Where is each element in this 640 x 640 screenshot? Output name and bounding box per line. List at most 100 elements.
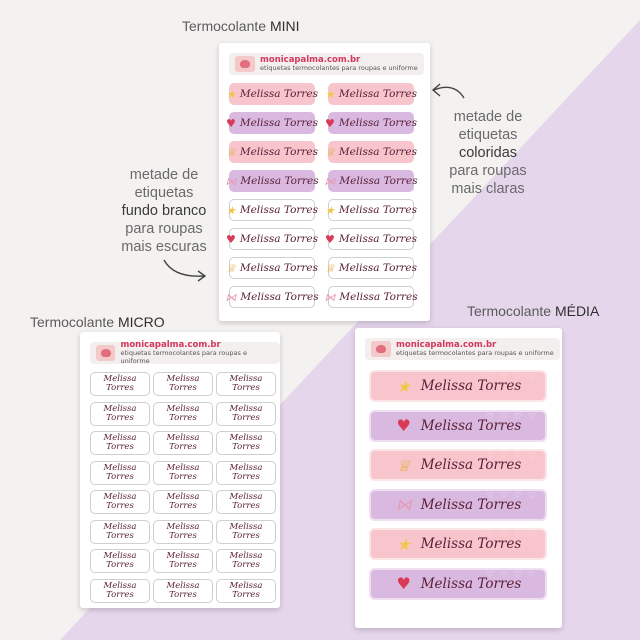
- arrow-right-icon: [163, 259, 207, 282]
- crown-icon: ♕: [225, 261, 236, 275]
- label-first-name: Melissa: [229, 374, 263, 384]
- crown-icon: ♕: [324, 261, 335, 275]
- sheet-micro: monicapalma.com.br etiquetas termocolant…: [80, 332, 280, 608]
- brand-logo: [235, 56, 255, 72]
- name-label: Melissa Torres: [216, 578, 276, 603]
- star-icon: ★: [396, 534, 411, 554]
- label-name-text: Melissa Torres: [338, 146, 418, 158]
- caption-mini: Termocolante MINI: [182, 18, 300, 34]
- brand-name: monicapalma.com.br: [260, 55, 361, 65]
- label-name-text: Melissa Torres: [339, 175, 418, 187]
- name-label: Melissa Torres: [90, 490, 150, 514]
- name-label: ★ Melissa Torres: [226, 199, 319, 221]
- label-first-name: Melissa: [229, 433, 263, 443]
- label-name-text: Melissa Torres: [338, 262, 418, 274]
- name-label: Melissa Torres: [216, 431, 276, 455]
- label-first-name: Melissa: [166, 551, 200, 561]
- name-label: Melissa Torres: [216, 372, 276, 396]
- label-last-name: Torres: [169, 501, 197, 511]
- name-label: Melissa Torres: [153, 549, 213, 573]
- brand-header: monicapalma.com.br etiquetas termocolant…: [90, 340, 280, 365]
- name-label: ⋈ Melissa Torres: [369, 488, 547, 521]
- name-label: Melissa Torres: [216, 549, 276, 573]
- label-name-text: Melissa Torres: [420, 496, 522, 513]
- label-name-text: Melissa Torres: [420, 378, 522, 394]
- label-name-text: Melissa Torres: [239, 117, 319, 129]
- name-label: Melissa Torres: [216, 519, 276, 544]
- name-label: Melissa Torres: [90, 431, 150, 455]
- name-label: Melissa Torres: [90, 372, 150, 396]
- label-last-name: Torres: [232, 412, 260, 423]
- name-label: ⋈ Melissa Torres: [324, 170, 418, 192]
- name-label: Melissa Torres: [90, 519, 150, 544]
- label-first-name: Melissa: [103, 580, 137, 591]
- name-label: Melissa Torres: [153, 372, 213, 396]
- label-first-name: Melissa: [166, 521, 200, 532]
- label-first-name: Melissa: [166, 580, 200, 591]
- name-label: ♕ Melissa Torres: [225, 141, 319, 163]
- label-name-text: Melissa Torres: [240, 175, 319, 187]
- label-first-name: Melissa: [229, 551, 263, 561]
- heart-icon: ♥: [324, 116, 335, 130]
- label-name-text: Melissa Torres: [339, 291, 418, 303]
- label-first-name: Melissa: [166, 433, 200, 443]
- name-label: ⋈ Melissa Torres: [225, 286, 319, 308]
- label-name-text: Melissa Torres: [420, 575, 522, 592]
- name-label: ♕ Melissa Torres: [324, 141, 418, 163]
- name-label: ♥ Melissa Torres: [226, 228, 318, 250]
- label-first-name: Melissa: [229, 403, 263, 414]
- name-label: Melissa Torres: [90, 460, 150, 485]
- name-label: ★ Melissa Torres: [369, 528, 547, 560]
- name-label: Melissa Torres: [90, 549, 150, 573]
- brand-tagline: etiquetas termocolantes para roupas e un…: [260, 64, 418, 72]
- label-last-name: Torres: [232, 383, 260, 393]
- label-first-name: Melissa: [103, 462, 137, 473]
- brand-header: monicapalma.com.br etiquetas termocolant…: [365, 338, 560, 360]
- bow-icon: ⋈: [395, 495, 412, 514]
- label-name-text: Melissa Torres: [240, 291, 319, 303]
- label-name-text: Melissa Torres: [420, 536, 522, 552]
- label-first-name: Melissa: [229, 521, 263, 532]
- label-name-text: Melissa Torres: [239, 204, 319, 216]
- name-label: ♕ Melissa Torres: [369, 449, 547, 481]
- label-last-name: Torres: [169, 560, 197, 570]
- label-last-name: Torres: [232, 442, 260, 452]
- label-last-name: Torres: [169, 589, 197, 600]
- label-first-name: Melissa: [166, 462, 200, 473]
- heart-icon: ♥: [225, 116, 236, 130]
- name-label: ♥ Melissa Torres: [225, 112, 319, 134]
- label-first-name: Melissa: [103, 551, 137, 561]
- label-last-name: Torres: [232, 530, 260, 541]
- name-label: Melissa Torres: [216, 460, 276, 485]
- label-last-name: Torres: [232, 501, 260, 511]
- label-last-name: Torres: [106, 530, 134, 541]
- crown-icon: ♕: [225, 145, 236, 159]
- star-icon: ★: [324, 87, 335, 101]
- name-label: ♥ Melissa Torres: [324, 112, 418, 134]
- label-last-name: Torres: [169, 530, 197, 541]
- heart-icon: ♥: [396, 574, 411, 593]
- name-label: Melissa Torres: [153, 401, 213, 426]
- label-first-name: Melissa: [229, 462, 263, 473]
- brand-name: monicapalma.com.br: [120, 340, 221, 350]
- bow-icon: ⋈: [324, 290, 336, 304]
- name-label: ♥ Melissa Torres: [369, 567, 547, 600]
- name-label: Melissa Torres: [153, 460, 213, 485]
- name-label: ♥ Melissa Torres: [369, 409, 547, 442]
- bow-icon: ⋈: [225, 290, 237, 304]
- sheet-mini: monicapalma.com.br etiquetas termocolant…: [219, 43, 430, 321]
- crown-icon: ♕: [396, 455, 411, 475]
- name-label: Melissa Torres: [90, 578, 150, 603]
- name-label: ♕ Melissa Torres: [225, 257, 318, 279]
- label-name-text: Melissa Torres: [338, 117, 418, 129]
- label-last-name: Torres: [106, 442, 134, 452]
- caption-micro: Termocolante MICRO: [30, 314, 165, 330]
- caption-media: Termocolante MÉDIA: [467, 303, 600, 319]
- name-label: Melissa Torres: [153, 490, 213, 514]
- label-name-text: Melissa Torres: [420, 457, 522, 473]
- brand-logo: [371, 341, 391, 357]
- name-label: Melissa Torres: [216, 401, 276, 426]
- crown-icon: ♕: [324, 145, 335, 159]
- label-last-name: Torres: [169, 383, 197, 393]
- label-name-text: Melissa Torres: [239, 146, 319, 158]
